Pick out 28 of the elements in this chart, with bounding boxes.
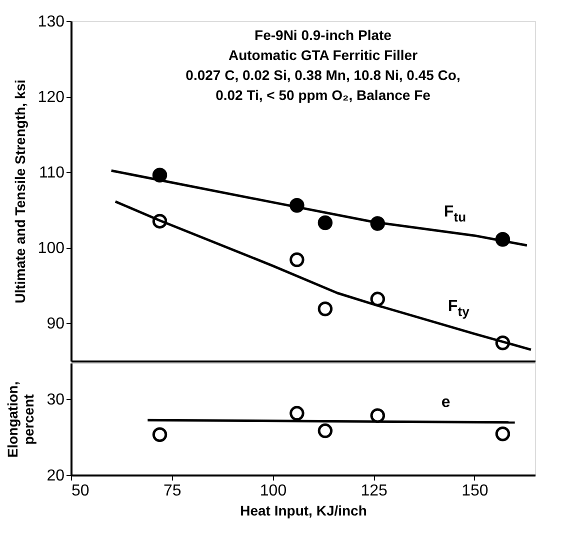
x-tick-label: 150 (462, 482, 488, 500)
point (290, 252, 304, 268)
x-tick-label: 125 (360, 482, 388, 500)
line-series (114, 200, 532, 351)
point (370, 408, 386, 423)
point (152, 427, 168, 442)
x-axis-title: Heat Input, KJ/inch (240, 502, 367, 518)
y-tick-label: 130 (38, 14, 65, 30)
y-tick-label: 90 (46, 316, 65, 333)
x-tick-label: 75 (163, 482, 182, 500)
y-tick-label: 100 (38, 240, 65, 258)
point (370, 292, 386, 306)
point (318, 302, 333, 316)
y-tick-label: 30 (46, 391, 65, 408)
y-axis-title: Ultimate and Tensile Strength, ksi (12, 80, 28, 304)
point (318, 215, 333, 230)
y-tick-label: 110 (38, 164, 65, 182)
point (290, 406, 304, 421)
point (318, 423, 333, 438)
point (495, 426, 510, 442)
x-tick-label: 50 (72, 482, 90, 500)
line-series (110, 169, 528, 247)
y-tick-label: 120 (38, 89, 65, 106)
text: Fe-9Ni 0.9-inch Plate Automatic GTA Ferritic Filler 0.027 C, 0.02 Si, 0.38 Mn, 10.8 Ni, 0.45 Co, 0.02 Ti, < 50 ppm O₂, Balance Fe (186, 27, 460, 103)
series-label: e (441, 394, 450, 411)
x-tick-label: 100 (260, 482, 287, 500)
y-tick-label: 20 (46, 468, 65, 484)
y-axis-title: Elongation, percent (4, 381, 37, 458)
